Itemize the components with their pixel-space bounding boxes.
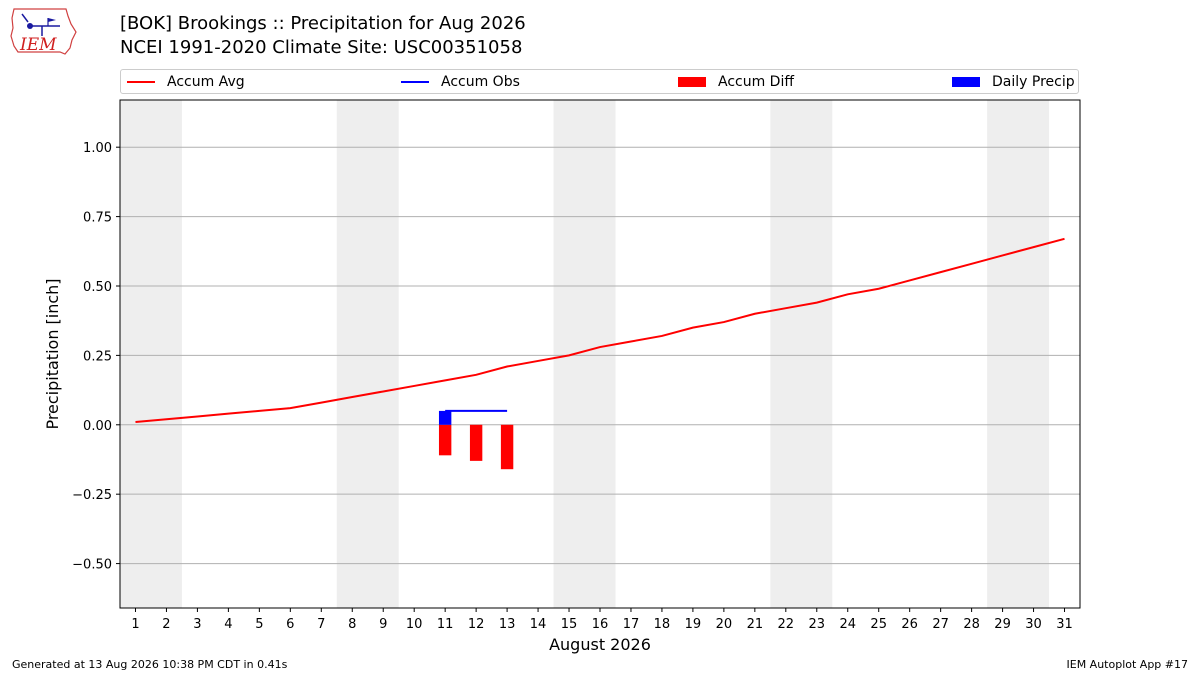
x-tick-label-13: 13 bbox=[499, 617, 516, 632]
x-tick-label-11: 11 bbox=[437, 617, 454, 632]
legend-item-daily-precip: Daily Precip bbox=[952, 70, 1075, 93]
x-tick-label-7: 7 bbox=[317, 617, 325, 632]
logo-text: IEM bbox=[19, 35, 57, 55]
x-tick-label-19: 19 bbox=[685, 617, 702, 632]
x-tick-label-20: 20 bbox=[716, 617, 733, 632]
x-tick-label-29: 29 bbox=[994, 617, 1011, 632]
legend-item-accum-obs: Accum Obs bbox=[401, 70, 520, 93]
x-tick-label-18: 18 bbox=[654, 617, 671, 632]
chart-title: [BOK] Brookings :: Precipitation for Aug… bbox=[120, 13, 526, 34]
x-tick-label-23: 23 bbox=[809, 617, 826, 632]
legend-swatch-accum-diff bbox=[678, 76, 706, 87]
daily-precip-bar-11 bbox=[438, 410, 452, 425]
legend-label-accum-avg: Accum Avg bbox=[167, 73, 245, 90]
x-tick-label-4: 4 bbox=[224, 617, 232, 632]
weekend-band-3 bbox=[770, 100, 833, 608]
iem-logo: IEM bbox=[10, 8, 77, 55]
weekend-band-4 bbox=[987, 100, 1050, 608]
weekend-band-1 bbox=[336, 100, 399, 608]
y-tick-label-0: −0.50 bbox=[72, 558, 112, 573]
x-tick-label-8: 8 bbox=[348, 617, 356, 632]
x-tick-label-25: 25 bbox=[870, 617, 887, 632]
x-tick-label-12: 12 bbox=[468, 617, 485, 632]
legend-label-daily-precip: Daily Precip bbox=[992, 73, 1075, 90]
accum-diff-bar-13 bbox=[500, 424, 514, 470]
legend-item-accum-avg: Accum Avg bbox=[127, 70, 245, 93]
x-tick-label-15: 15 bbox=[561, 617, 578, 632]
accum-diff-bar-11 bbox=[438, 424, 452, 456]
legend-item-accum-diff: Accum Diff bbox=[678, 70, 794, 93]
chart-subtitle: NCEI 1991-2020 Climate Site: USC00351058 bbox=[120, 37, 523, 58]
weekend-shading bbox=[120, 100, 1050, 608]
legend-swatch-accum-obs bbox=[401, 80, 429, 83]
y-tick-label-2: 0.00 bbox=[83, 419, 112, 434]
x-tick-label-21: 21 bbox=[747, 617, 764, 632]
x-tick-label-1: 1 bbox=[131, 617, 139, 632]
x-tick-label-14: 14 bbox=[530, 617, 547, 632]
y-axis-label: Precipitation [inch] bbox=[43, 278, 62, 429]
x-tick-label-3: 3 bbox=[193, 617, 201, 632]
x-tick-label-31: 31 bbox=[1056, 617, 1073, 632]
y-axis-ticks: −0.50 −0.25 0.00 0.25 0.50 0.75 1.00 bbox=[72, 141, 120, 573]
accum-diff-bar-12 bbox=[469, 424, 483, 461]
x-tick-label-5: 5 bbox=[255, 617, 263, 632]
legend-swatch-accum-avg bbox=[127, 80, 155, 83]
x-tick-label-27: 27 bbox=[932, 617, 949, 632]
x-tick-label-30: 30 bbox=[1025, 617, 1042, 632]
footer-generated-text: Generated at 13 Aug 2026 10:38 PM CDT in… bbox=[12, 658, 288, 671]
legend: Accum Avg Accum Obs Accum Diff Daily Pre… bbox=[120, 69, 1079, 94]
y-tick-label-5: 0.75 bbox=[83, 211, 112, 226]
x-tick-label-9: 9 bbox=[379, 617, 387, 632]
y-tick-label-6: 1.00 bbox=[83, 141, 112, 156]
x-tick-label-17: 17 bbox=[623, 617, 640, 632]
legend-swatch-daily-precip bbox=[952, 76, 980, 87]
y-tick-label-4: 0.50 bbox=[83, 280, 112, 295]
bars bbox=[438, 410, 514, 470]
series-lines bbox=[135, 237, 1065, 424]
x-tick-label-26: 26 bbox=[901, 617, 918, 632]
accum-avg-line bbox=[135, 237, 1065, 424]
x-tick-label-28: 28 bbox=[963, 617, 980, 632]
x-tick-label-10: 10 bbox=[406, 617, 423, 632]
x-axis-ticks: 1 2 3 4 5 6 7 8 9 10 11 12 13 14 15 16 17 18 19 20 21 22 23 24 2… bbox=[131, 608, 1073, 632]
legend-label-accum-diff: Accum Diff bbox=[718, 73, 795, 90]
weekend-band-0 bbox=[120, 100, 182, 608]
y-tick-label-1: −0.25 bbox=[72, 488, 112, 503]
x-tick-label-16: 16 bbox=[592, 617, 609, 632]
x-tick-label-22: 22 bbox=[778, 617, 795, 632]
x-tick-label-24: 24 bbox=[839, 617, 856, 632]
x-axis-label: August 2026 bbox=[549, 635, 651, 654]
x-tick-label-6: 6 bbox=[286, 617, 294, 632]
legend-label-accum-obs: Accum Obs bbox=[441, 73, 520, 90]
x-tick-label-2: 2 bbox=[162, 617, 170, 632]
y-gridlines bbox=[120, 146, 1080, 565]
y-tick-label-3: 0.25 bbox=[83, 349, 112, 364]
weather-station-icon bbox=[21, 13, 60, 36]
footer-app-text: IEM Autoplot App #17 bbox=[1066, 658, 1189, 671]
weekend-band-2 bbox=[553, 100, 616, 608]
